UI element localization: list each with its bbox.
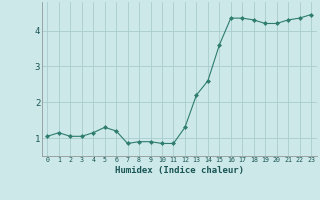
- X-axis label: Humidex (Indice chaleur): Humidex (Indice chaleur): [115, 166, 244, 175]
